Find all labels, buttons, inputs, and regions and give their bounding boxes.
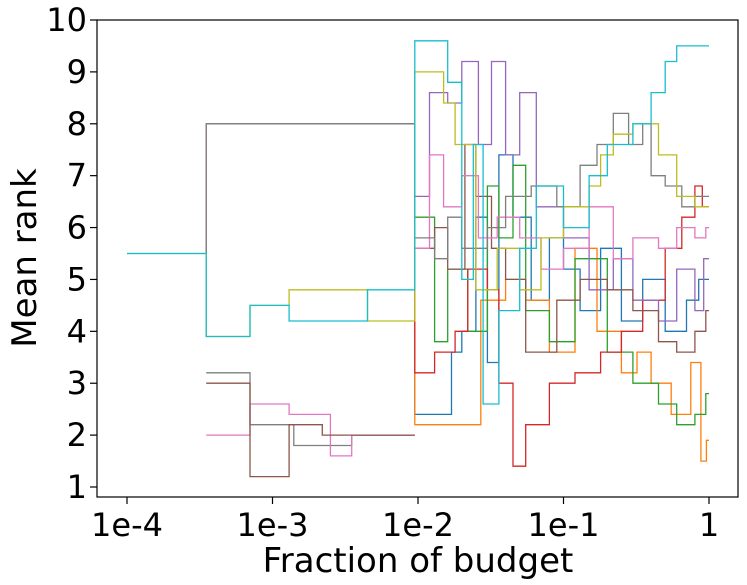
series-line-brown — [205, 123, 709, 353]
x-tick-label: 1 — [699, 506, 719, 544]
x-tick-label: 1e-3 — [237, 506, 309, 544]
x-axis-label: Fraction of budget — [263, 541, 574, 581]
series-line-pink — [205, 123, 709, 270]
y-tick-label: 3 — [67, 364, 87, 402]
series-line-orange — [205, 123, 709, 462]
y-tick-label: 6 — [67, 209, 87, 247]
y-tick-label: 4 — [67, 312, 87, 350]
series-line-purple — [205, 60, 709, 322]
series-layer — [127, 40, 709, 478]
x-tick-label: 1e-4 — [91, 506, 163, 544]
series-line-cyan — [127, 40, 709, 405]
series-line-early-2 — [206, 382, 415, 478]
x-tick-label: 1e-2 — [382, 506, 454, 544]
y-tick-label: 5 — [67, 260, 87, 298]
plot-area-frame — [96, 19, 739, 498]
series-line-red — [205, 123, 709, 467]
y-tick-label: 9 — [67, 53, 87, 91]
y-tick-label: 7 — [67, 157, 87, 195]
y-axis-ticks: 1 2 3 4 5 6 7 8 9 10 — [46, 1, 97, 506]
y-tick-label: 2 — [67, 416, 87, 454]
y-tick-label: 8 — [67, 105, 87, 143]
series-line-early-1 — [206, 403, 415, 457]
x-tick-label: 1e-1 — [528, 506, 600, 544]
series-line-gray — [205, 112, 709, 260]
y-axis-label: Mean rank — [5, 168, 45, 348]
y-tick-label: 1 — [67, 468, 87, 506]
x-axis-ticks: 1e-4 1e-3 1e-2 1e-1 1 — [91, 497, 719, 544]
y-tick-label: 10 — [46, 1, 87, 39]
series-line-green — [205, 123, 709, 426]
